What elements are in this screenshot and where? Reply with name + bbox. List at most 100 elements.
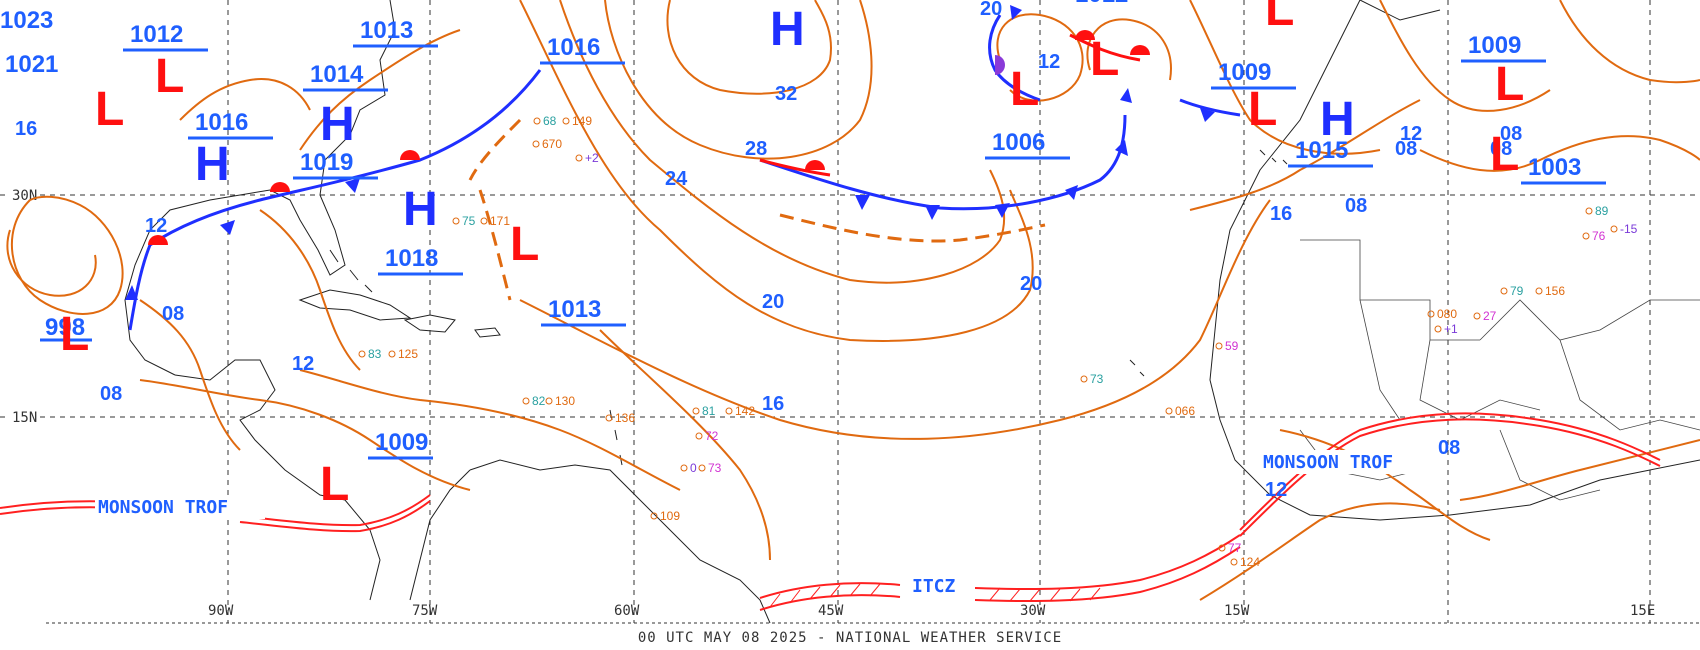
station-circle-icon (545, 397, 553, 405)
station-value: 670 (542, 137, 562, 151)
svg-text:1009: 1009 (375, 429, 428, 456)
svg-text:1012: 1012 (1075, 0, 1128, 8)
svg-text:12: 12 (1265, 479, 1287, 501)
svg-text:16: 16 (762, 393, 784, 415)
svg-text:20: 20 (1020, 273, 1042, 295)
low-center: L (1490, 128, 1519, 181)
station-circle-icon (562, 117, 570, 125)
svg-text:1015: 1015 (1295, 137, 1348, 164)
low-center: L (155, 50, 184, 103)
station-value: 68 (543, 114, 557, 128)
svg-text:1016: 1016 (547, 34, 600, 61)
high-center: H (770, 3, 805, 56)
svg-text:08: 08 (1345, 195, 1367, 217)
svg-text:24: 24 (665, 168, 688, 190)
station-circle-icon (1500, 287, 1508, 295)
station-circle-icon (725, 407, 733, 415)
station-value: 0 (690, 461, 697, 475)
lat-label-15n: 15N (12, 410, 37, 426)
station-value: 171 (490, 214, 510, 228)
svg-text:08: 08 (1490, 138, 1512, 160)
low-center: L (95, 83, 124, 136)
warm-front-central (759, 158, 831, 177)
svg-text:1013: 1013 (548, 296, 601, 323)
trough-dashed (468, 118, 1046, 301)
low-center: L (1265, 0, 1294, 36)
station-plots: 75 171 68 149 670 +2 81 142 72 83 125 59 73 066 89 -15 7… (358, 114, 1638, 569)
monsoon-trough-label-east: MONSOON TROF (1263, 452, 1393, 473)
high-center: H (195, 138, 230, 191)
station-circle-icon (1610, 225, 1618, 233)
station-value: 73 (708, 461, 722, 475)
station-circle-icon (692, 407, 700, 415)
station-circle-icon (1473, 312, 1481, 320)
station-circle-icon (533, 117, 541, 125)
station-value: 156 (1545, 284, 1565, 298)
low-center: L (510, 218, 539, 271)
lon-label-15e: 15E (1630, 603, 1655, 619)
station-value: +2 (585, 151, 599, 165)
svg-text:12: 12 (1038, 51, 1060, 73)
station-value: 73 (1090, 372, 1104, 386)
svg-text:12: 12 (292, 353, 314, 375)
svg-text:12: 12 (1400, 123, 1422, 145)
svg-text:16: 16 (15, 118, 37, 140)
svg-text:20: 20 (762, 291, 784, 313)
station-value: 130 (555, 394, 575, 408)
monsoon-trough-label-west: MONSOON TROF (98, 497, 228, 518)
station-value: 124 (1240, 555, 1260, 569)
svg-text:1012: 1012 (130, 21, 183, 48)
station-circle-icon (532, 140, 540, 148)
station-circle-icon (1582, 232, 1590, 240)
lon-label-30w: 30W (1020, 603, 1046, 619)
svg-text:08: 08 (1438, 437, 1460, 459)
station-value: 59 (1225, 339, 1239, 353)
coastlines (124, 0, 1700, 624)
pressure-markers: H H H H H L L L L L L L L L L L (60, 0, 1524, 511)
station-circle-icon (1165, 407, 1173, 415)
high-center: H (1320, 93, 1355, 146)
lon-label-45w: 45W (818, 603, 844, 619)
svg-text:08: 08 (100, 383, 122, 405)
low-center: L (1010, 63, 1039, 116)
svg-text:12: 12 (145, 215, 167, 237)
svg-text:16: 16 (1270, 203, 1292, 225)
svg-text:1021: 1021 (5, 51, 58, 78)
cold-front-west (125, 69, 542, 331)
station-circle-icon (1535, 287, 1543, 295)
station-circle-icon (605, 414, 613, 422)
station-circle-icon (1585, 207, 1593, 215)
station-circle-icon (650, 512, 658, 520)
stationary-front-east (1179, 98, 1241, 122)
station-value: 89 (1595, 204, 1609, 218)
station-value: 109 (660, 509, 680, 523)
low-center: L (1090, 33, 1119, 86)
station-circle-icon (480, 217, 488, 225)
station-value: 79 (1510, 284, 1524, 298)
station-circle-icon (522, 397, 530, 405)
station-value: 27 (1483, 309, 1497, 323)
station-circle-icon (1215, 342, 1223, 350)
low-center: L (1248, 83, 1277, 136)
station-value: +1 (1444, 322, 1458, 336)
itcz-label: ITCZ (912, 576, 956, 597)
station-value: 136 (615, 411, 635, 425)
station-value: 066 (1175, 404, 1195, 418)
svg-text:32: 32 (775, 83, 797, 105)
station-value: 142 (735, 404, 755, 418)
station-circle-icon (452, 217, 460, 225)
station-circle-icon (1230, 558, 1238, 566)
svg-text:08: 08 (1395, 138, 1417, 160)
station-value: 72 (705, 429, 719, 443)
station-circle-icon (358, 350, 366, 358)
svg-text:1003: 1003 (1528, 154, 1581, 181)
lon-label-60w: 60W (614, 603, 640, 619)
lon-label-15w: 15W (1224, 603, 1250, 619)
lon-label-90w: 90W (208, 603, 234, 619)
svg-text:1018: 1018 (385, 245, 438, 272)
svg-text:1009: 1009 (1468, 32, 1521, 59)
lon-label-75w: 75W (412, 603, 438, 619)
station-circle-icon (1427, 310, 1435, 318)
station-circle-icon (695, 432, 703, 440)
svg-text:1023: 1023 (0, 7, 53, 34)
